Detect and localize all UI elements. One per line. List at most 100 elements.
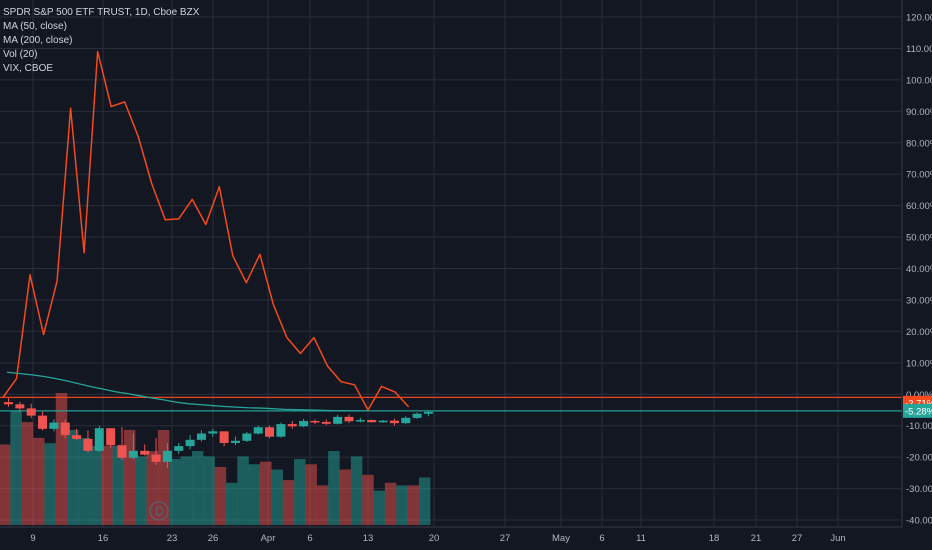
candle [151,438,161,465]
volume-bar [260,461,272,525]
candle-body [321,421,331,424]
candle-body [355,420,365,422]
volume-bar [203,456,215,525]
volume-bar [339,469,351,525]
volume-bar [0,444,11,525]
candle [4,398,13,407]
candle-body [185,439,195,447]
volume-bar [237,456,249,525]
volume-bar [33,437,45,525]
y-tick-label: -40.00% [906,516,932,527]
candle-body [299,420,309,427]
x-tick-label: May [552,533,570,544]
y-tick-label: 40.00% [906,264,932,275]
x-tick-label: 21 [751,533,762,544]
candle-body [367,420,377,423]
x-tick-label: 18 [709,533,720,544]
candle-body [389,420,399,424]
candle-body [412,413,422,418]
volume-bar [157,429,170,525]
x-tick-label: 9 [30,533,35,544]
candle [276,422,286,438]
candle [49,419,59,432]
y-tick-label: 80.00% [906,138,932,149]
volume-bar [350,456,363,525]
candle [15,401,25,412]
vix-line [2,50,410,411]
moving-average-lines [6,371,370,412]
candle-body [72,435,82,439]
candle-body [423,411,433,414]
legend-symbol-title[interactable]: SPDR S&P 500 ETF TRUST, 1D, Cboe BZX [3,7,200,18]
ma200-line [6,371,370,412]
y-tick-label: 90.00% [906,107,932,118]
x-tick-label: 26 [208,533,219,544]
candle-body [344,416,354,422]
candle-body [378,420,388,423]
chart-legend: SPDR S&P 500 ETF TRUST, 1D, Cboe BZX MA … [3,6,199,76]
volume-bar [214,466,227,525]
x-tick-label: 13 [363,533,374,544]
candle [299,418,309,428]
x-tick-label: 11 [636,533,646,544]
candle [38,411,48,431]
candle-body [151,454,161,462]
tradingview-logo-icon [149,501,169,521]
volume-bar [384,482,397,525]
y-axis[interactable]: 120.00% 110.00% 100.00% 90.00% 80.00% 70.00% 6… [901,0,932,527]
volume-bar [373,490,386,525]
candle [333,414,343,425]
candle-body [26,408,36,416]
candle [265,425,275,439]
volume-bar [248,464,261,525]
candle [185,435,195,450]
candle-body [94,428,104,451]
volume-bar [226,482,238,525]
volume-bar [362,474,374,525]
y-tick-label: 70.00% [906,170,932,181]
volume-bar [271,469,283,525]
horizontal-lines [0,396,902,412]
x-tick-label: 27 [500,533,511,544]
y-tick-label: 120.00% [906,13,932,24]
candle [355,417,365,423]
legend-ma50[interactable]: MA (50, close) [3,21,67,32]
candle [242,431,252,443]
candle [106,428,116,448]
candle [423,409,433,417]
legend-ma200[interactable]: MA (200, close) [3,35,73,46]
legend-volume[interactable]: Vol (20) [3,49,38,60]
x-tick-label: 27 [792,533,803,544]
candle [162,442,172,469]
x-tick-label: 23 [167,533,178,544]
volume-bar [67,429,79,525]
vix-series-line [2,50,410,411]
candle [401,416,411,424]
volume-bars [0,393,431,525]
y-tick-label: -30.00% [906,484,932,495]
y-tick-label: 10.00% [906,358,932,369]
volume-bar [328,451,340,525]
candle [94,425,104,453]
volume-bar [146,451,159,525]
y-tick-label: -20.00% [906,453,932,464]
candle-body [140,450,150,455]
price-tags: -2.71%-5.28% [903,395,932,418]
candle-body [401,417,411,424]
volume-bar [316,485,329,525]
candle [174,442,184,454]
volume-bar [407,485,420,525]
candle [310,419,320,425]
candle [83,430,93,453]
volume-bar [305,464,317,525]
x-axis[interactable]: 9 16 23 26 Apr 6 13 20 27 May 6 11 18 21 27 Jun [0,526,902,544]
y-tick-label: 60.00% [906,201,932,212]
volume-bar [294,459,306,525]
price-tag-label: -2.71% [905,398,932,409]
volume-bar [101,445,113,525]
candle [344,414,354,424]
candle [26,403,36,418]
legend-vix[interactable]: VIX, CBOE [3,63,54,74]
y-tick-label: 100.00% [906,75,932,86]
